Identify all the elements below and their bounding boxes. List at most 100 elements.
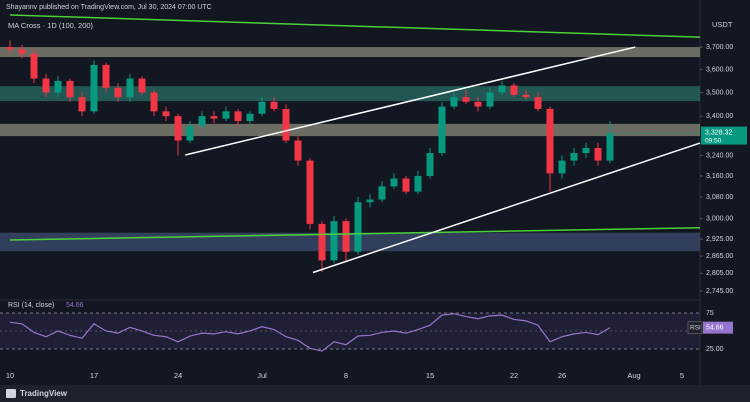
candle-body bbox=[450, 97, 458, 107]
candle-body bbox=[270, 101, 278, 109]
x-tick-label: 5 bbox=[680, 371, 684, 380]
candle-body bbox=[294, 140, 302, 161]
candle-body bbox=[498, 85, 506, 93]
candle-body bbox=[54, 80, 62, 93]
candle-body bbox=[186, 125, 194, 141]
candle-body bbox=[90, 64, 98, 112]
candle-body bbox=[354, 202, 362, 252]
candle-body bbox=[414, 175, 422, 192]
y-tick-label: 25.00 bbox=[706, 346, 724, 353]
candle-body bbox=[474, 101, 482, 107]
x-tick-label: 24 bbox=[174, 371, 182, 380]
trend-line bbox=[185, 46, 636, 156]
candle-body bbox=[222, 111, 230, 119]
candle-body bbox=[378, 186, 386, 200]
countdown: 09:50 bbox=[705, 137, 722, 144]
y-tick-label: 2,745.00 bbox=[706, 288, 733, 295]
y-tick-label: 3,160.00 bbox=[706, 173, 733, 180]
candle-body bbox=[282, 108, 290, 141]
rsi-title: RSI (14, close) bbox=[8, 302, 54, 309]
candle-body bbox=[150, 92, 158, 112]
candle-body bbox=[522, 94, 530, 98]
zone bbox=[0, 232, 700, 252]
candle-body bbox=[258, 101, 266, 114]
candle-body bbox=[210, 116, 218, 119]
candle-body bbox=[174, 116, 182, 141]
y-tick-label: 2,865.00 bbox=[706, 253, 733, 260]
candle-body bbox=[318, 223, 326, 261]
candle-body bbox=[138, 78, 146, 93]
last-price-box bbox=[701, 126, 747, 145]
y-tick-label: 3,500.00 bbox=[706, 89, 733, 96]
publisher: Shayannv published on TradingView.com, J… bbox=[6, 4, 212, 11]
candle-body bbox=[114, 87, 122, 98]
candle-body bbox=[462, 97, 470, 102]
zone bbox=[0, 123, 700, 137]
candle-body bbox=[594, 148, 602, 161]
x-tick-label: 10 bbox=[6, 371, 14, 380]
trend-line bbox=[312, 142, 701, 274]
candle-body bbox=[426, 153, 434, 176]
x-tick-label: 8 bbox=[344, 371, 348, 380]
zone bbox=[0, 86, 700, 102]
candle-body bbox=[546, 108, 554, 174]
candle-body bbox=[78, 97, 86, 112]
candle-body bbox=[366, 199, 374, 203]
candle-body bbox=[558, 160, 566, 174]
candle-body bbox=[606, 133, 614, 161]
moving-average bbox=[9, 226, 701, 241]
candle-body bbox=[330, 221, 338, 261]
candle-body bbox=[6, 47, 14, 50]
y-tick-label: 3,080.00 bbox=[706, 194, 733, 201]
y-tick-label: 3,240.00 bbox=[706, 152, 733, 159]
y-tick-label: 3,400.00 bbox=[706, 113, 733, 120]
candle-body bbox=[198, 116, 206, 126]
candle-body bbox=[342, 221, 350, 252]
x-tick-label: Jul bbox=[257, 371, 267, 380]
x-tick-label: 26 bbox=[558, 371, 566, 380]
x-tick-label: 17 bbox=[90, 371, 98, 380]
rsi-tag-label: RSI bbox=[690, 324, 701, 331]
candle-body bbox=[570, 153, 578, 161]
x-tick-label: 22 bbox=[510, 371, 518, 380]
candle-body bbox=[102, 64, 110, 88]
moving-average bbox=[9, 14, 701, 38]
candle-body bbox=[126, 78, 134, 98]
brand-logo bbox=[6, 389, 16, 398]
y-tick-label: 3,000.00 bbox=[706, 215, 733, 222]
candle-body bbox=[402, 178, 410, 192]
candle-body bbox=[18, 49, 26, 54]
candle-body bbox=[486, 92, 494, 107]
footer-bar bbox=[0, 385, 750, 402]
y-tick-label: 75 bbox=[706, 310, 714, 317]
brand: TradingView bbox=[20, 389, 68, 398]
rsi-line bbox=[9, 313, 611, 352]
candle-body bbox=[42, 78, 50, 93]
candle-body bbox=[510, 85, 518, 95]
y-tick-label: 3,700.00 bbox=[706, 44, 733, 51]
candle-body bbox=[534, 97, 542, 109]
y-tick-label: 2,925.00 bbox=[706, 236, 733, 243]
currency: USDT bbox=[712, 20, 733, 29]
candle-body bbox=[306, 160, 314, 224]
y-tick-label: 2,805.00 bbox=[706, 270, 733, 277]
candle-body bbox=[582, 148, 590, 154]
y-tick-label: 3,600.00 bbox=[706, 66, 733, 73]
x-tick-label: 15 bbox=[426, 371, 434, 380]
rsi-value: 54.66 bbox=[66, 302, 84, 309]
candle-body bbox=[438, 106, 446, 154]
rsi-tag bbox=[687, 321, 703, 335]
x-tick-label: Aug bbox=[627, 371, 640, 380]
candle-body bbox=[30, 53, 38, 79]
candle-body bbox=[234, 111, 242, 121]
candle-body bbox=[246, 113, 254, 121]
last-price: 3,328.32 bbox=[705, 129, 732, 136]
zone bbox=[0, 47, 700, 58]
rsi-last: 54.66 bbox=[706, 324, 724, 331]
indicator-label: MA Cross · 1D (100, 200) bbox=[8, 21, 94, 30]
candle-body bbox=[66, 80, 74, 98]
candle-body bbox=[390, 178, 398, 187]
rsi-last-box bbox=[703, 321, 733, 334]
